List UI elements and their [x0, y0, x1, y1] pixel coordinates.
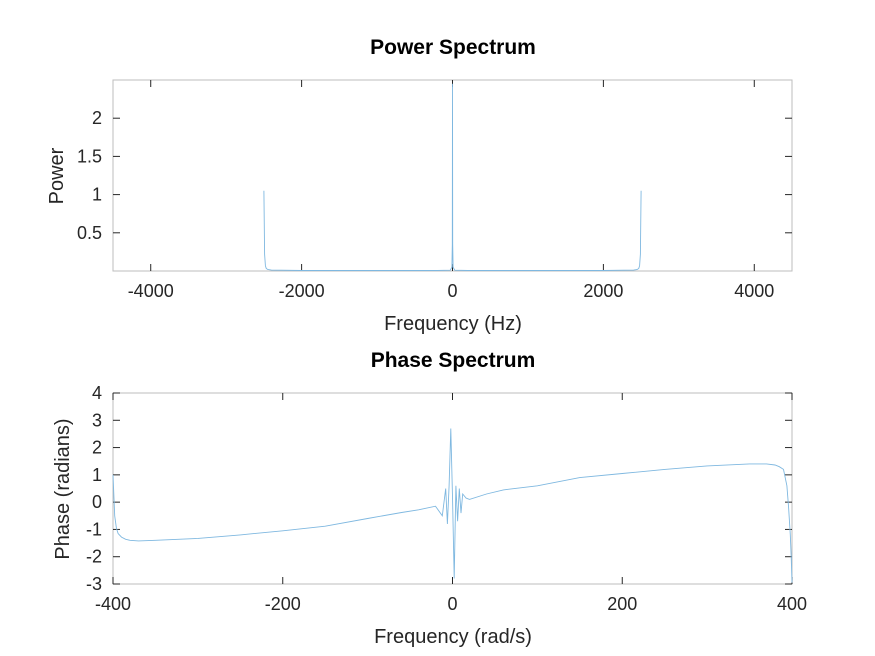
power-spectrum-x-tick-label: 2000 — [583, 281, 623, 301]
phase-spectrum-x-axis-label: Frequency (rad/s) — [374, 626, 532, 648]
power-spectrum-x-axis-label: Frequency (Hz) — [384, 313, 522, 335]
phase-spectrum-y-tick-label: -2 — [86, 547, 102, 567]
power-spectrum-y-tick-label: 1 — [92, 185, 102, 205]
phase-spectrum-y-tick-label: 1 — [92, 465, 102, 485]
phase-spectrum-x-tick-label: 0 — [447, 594, 457, 614]
phase-spectrum-y-tick-label: -1 — [86, 519, 102, 539]
phase-spectrum-x-tick-label: 200 — [607, 594, 637, 614]
power-spectrum-y-tick-label: 0.5 — [77, 223, 102, 243]
phase-spectrum-y-tick-label: -3 — [86, 574, 102, 594]
power-spectrum-y-tick-label: 1.5 — [77, 146, 102, 166]
phase-spectrum-x-tick-label: 400 — [777, 594, 807, 614]
phase-spectrum-y-tick-label: 0 — [92, 492, 102, 512]
phase-spectrum-ticks: -400 -200 0 200 400 -3 -2 -1 0 1 2 3 4 — [86, 383, 807, 614]
phase-spectrum-x-tick-label: -400 — [95, 594, 131, 614]
power-spectrum-ticks: -4000 -2000 0 2000 4000 0.5 1 1.5 2 — [77, 80, 792, 301]
phase-spectrum-y-tick-label: 3 — [92, 410, 102, 430]
power-spectrum-x-tick-label: -4000 — [128, 281, 174, 301]
phase-spectrum-axes: Phase Spectrum -400 -200 0 200 400 -3 -2 -1 0 1 2 3… — [52, 349, 807, 648]
power-spectrum-y-tick-label: 2 — [92, 108, 102, 128]
power-spectrum-y-axis-label: Power — [46, 147, 68, 204]
power-spectrum-title: Power Spectrum — [370, 36, 536, 59]
power-spectrum-x-tick-label: 4000 — [734, 281, 774, 301]
power-spectrum-x-tick-label: 0 — [447, 281, 457, 301]
phase-spectrum-y-tick-label: 2 — [92, 438, 102, 458]
phase-spectrum-y-tick-label: 4 — [92, 383, 102, 403]
phase-spectrum-title: Phase Spectrum — [371, 349, 536, 372]
power-spectrum-axes: Power Spectrum -4000 -2000 0 2000 4000 0.5 1 1.… — [46, 36, 793, 335]
phase-spectrum-y-axis-label: Phase (radians) — [52, 418, 74, 559]
phase-spectrum-line — [112, 428, 793, 583]
phase-spectrum-x-tick-label: -200 — [265, 594, 301, 614]
power-spectrum-x-tick-label: -2000 — [279, 281, 325, 301]
power-spectrum-line — [263, 83, 642, 271]
